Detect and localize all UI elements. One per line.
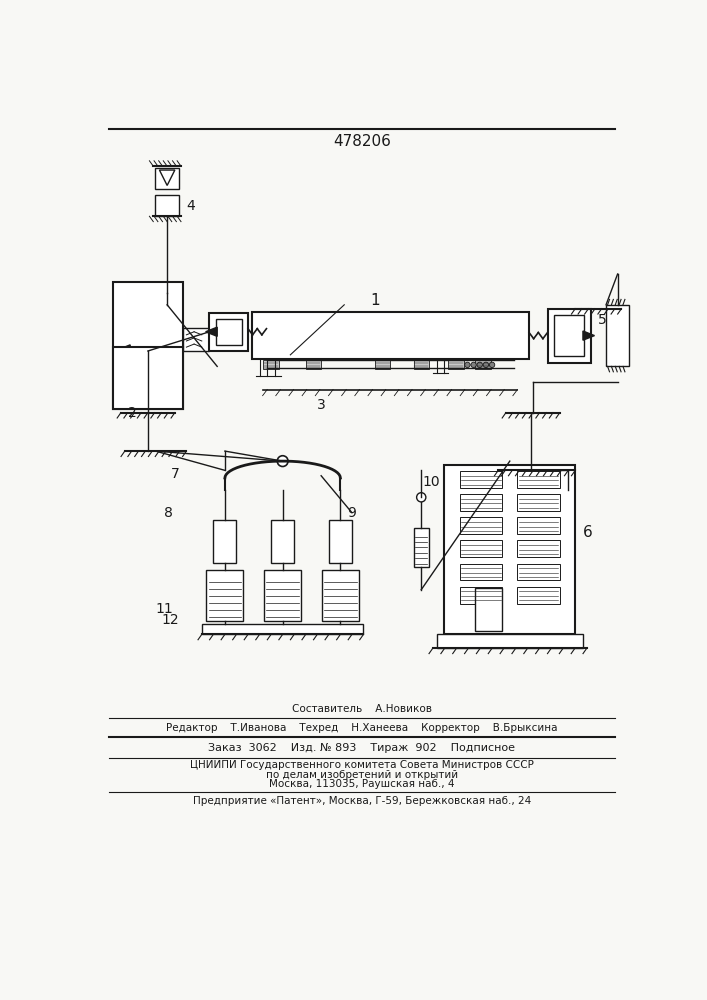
Bar [606,305,629,366]
Bar [264,570,301,620]
Bar [214,520,236,563]
Bar [475,588,502,631]
Bar [209,312,248,351]
Bar [322,570,359,620]
Text: Составитель    А.Новиков: Составитель А.Новиков [292,704,432,714]
Text: 478206: 478206 [333,134,391,149]
Bar [460,564,502,580]
Circle shape [119,378,127,386]
Bar [549,309,590,363]
Bar [518,540,560,557]
Text: 1: 1 [370,293,380,308]
Bar [252,312,529,359]
Bar [518,517,560,534]
Bar [460,587,502,604]
Circle shape [119,389,127,397]
Bar [460,517,502,534]
Polygon shape [583,331,595,340]
Bar [206,570,243,620]
Text: 7: 7 [170,467,179,481]
Text: Москва, 113035, Раушская наб., 4: Москва, 113035, Раушская наб., 4 [269,779,455,789]
Text: 4: 4 [187,199,195,213]
Bar [518,564,560,580]
Bar [475,360,491,369]
Bar [460,540,502,557]
Text: по делам изобретений и открытий: по делам изобретений и открытий [266,770,458,780]
Bar [216,319,242,345]
Bar [518,494,560,511]
Circle shape [416,493,426,502]
Circle shape [477,362,482,368]
Polygon shape [206,327,217,336]
Text: 8: 8 [165,506,173,520]
Bar [271,520,294,563]
Text: 3: 3 [317,398,325,412]
Bar [444,465,575,634]
Text: 11: 11 [156,602,173,616]
Bar [329,520,352,563]
Bar [264,360,279,369]
Polygon shape [160,170,175,185]
Bar [155,168,180,189]
Text: 5: 5 [598,313,607,327]
Polygon shape [115,345,130,357]
Text: 10: 10 [423,475,440,489]
Text: 9: 9 [347,506,356,520]
Bar [460,494,502,511]
Circle shape [483,362,489,368]
Bar [201,624,363,634]
Text: Заказ  3062    Изд. № 893    Тираж  902    Подписное: Заказ 3062 Изд. № 893 Тираж 902 Подписно… [209,743,515,753]
Circle shape [119,366,127,374]
Circle shape [464,362,470,368]
Bar [518,471,560,488]
Bar [460,471,502,488]
Bar [518,587,560,604]
Bar [155,195,180,216]
Text: 6: 6 [583,525,592,540]
Circle shape [471,362,477,368]
Bar [113,282,182,409]
Text: Редактор    Т.Иванова    Техред    Н.Ханеева    Корректор    В.Брыксина: Редактор Т.Иванова Техред Н.Ханеева Корр… [166,723,558,733]
Text: ЦНИИПИ Государственного комитета Совета Министров СССР: ЦНИИПИ Государственного комитета Совета … [190,760,534,770]
Text: 12: 12 [161,613,179,628]
Bar [414,360,429,369]
Circle shape [489,362,495,368]
Bar [437,634,583,648]
Bar [448,360,464,369]
Text: Предприятие «Патент», Москва, Г-59, Бережковская наб., 24: Предприятие «Патент», Москва, Г-59, Бере… [193,796,531,806]
Circle shape [119,355,127,363]
Bar [414,528,429,567]
Bar [554,315,585,356]
Bar [113,347,182,409]
Bar [375,360,390,369]
Bar [182,328,209,351]
Text: 2: 2 [128,406,137,420]
Bar [305,360,321,369]
Circle shape [277,456,288,466]
